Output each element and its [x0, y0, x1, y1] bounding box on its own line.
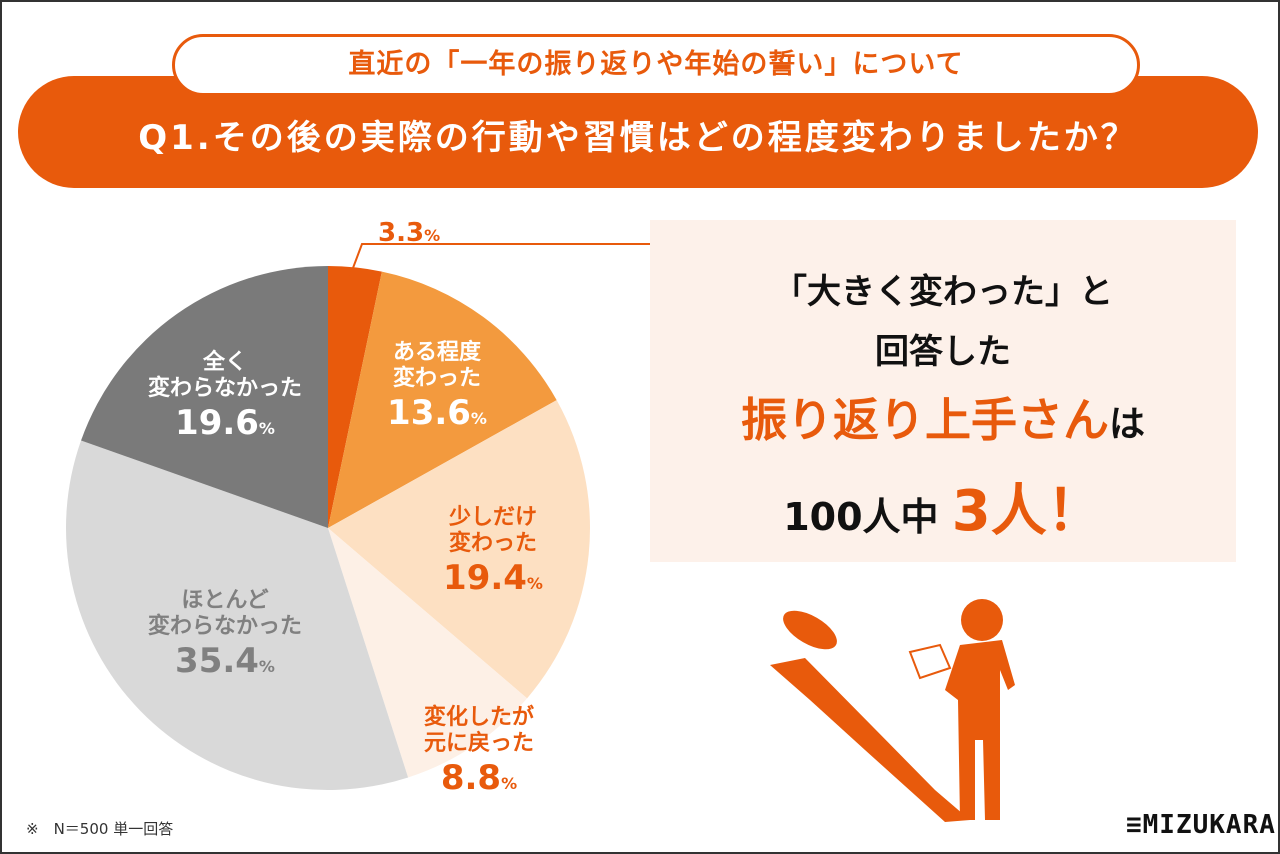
callout-count: 100人中 3人！ [783, 479, 1103, 544]
slice-label-1: ある程度 変わった 13.6% [387, 340, 487, 433]
mizukara-logo: ≡MIZUKARA [1126, 810, 1276, 840]
pie-slice-3 [328, 528, 528, 778]
person-with-shadow-illustration [770, 599, 1015, 822]
callout-panel: 「大きく変わった」と 回答した 振り返り上手さんは 100人中 3人！ [650, 220, 1236, 562]
pie-slice-2 [328, 400, 590, 699]
pie-slice-0 [328, 266, 382, 528]
slice-label-2: 少しだけ 変わった 19.4% [443, 505, 543, 598]
callout-line1: 「大きく変わった」と [773, 272, 1113, 312]
pie-slice-4 [65, 440, 409, 791]
slice-label-5: 全く 変わらなかった 19.6% [147, 350, 302, 443]
pie-slice-1 [328, 271, 557, 528]
subtitle-pill: 直近の「一年の振り返りや年始の誓い」について [172, 34, 1140, 96]
callout-highlight: 振り返り上手さんは [740, 393, 1145, 447]
slice-label-0: 3.3% [378, 218, 441, 248]
sample-note: ※ N＝500 単一回答 [26, 820, 174, 838]
pie-slice-5 [81, 266, 328, 528]
callout-connector [349, 243, 666, 277]
callout-line2: 回答した [875, 332, 1011, 372]
slice-label-4: ほとんど 変わらなかった 35.4% [147, 588, 302, 681]
question-title: Q1.その後の実際の行動や習慣はどの程度変わりましたか？ [138, 118, 1138, 158]
slice-label-3: 変化したが 元に戻った 8.8% [423, 705, 534, 798]
